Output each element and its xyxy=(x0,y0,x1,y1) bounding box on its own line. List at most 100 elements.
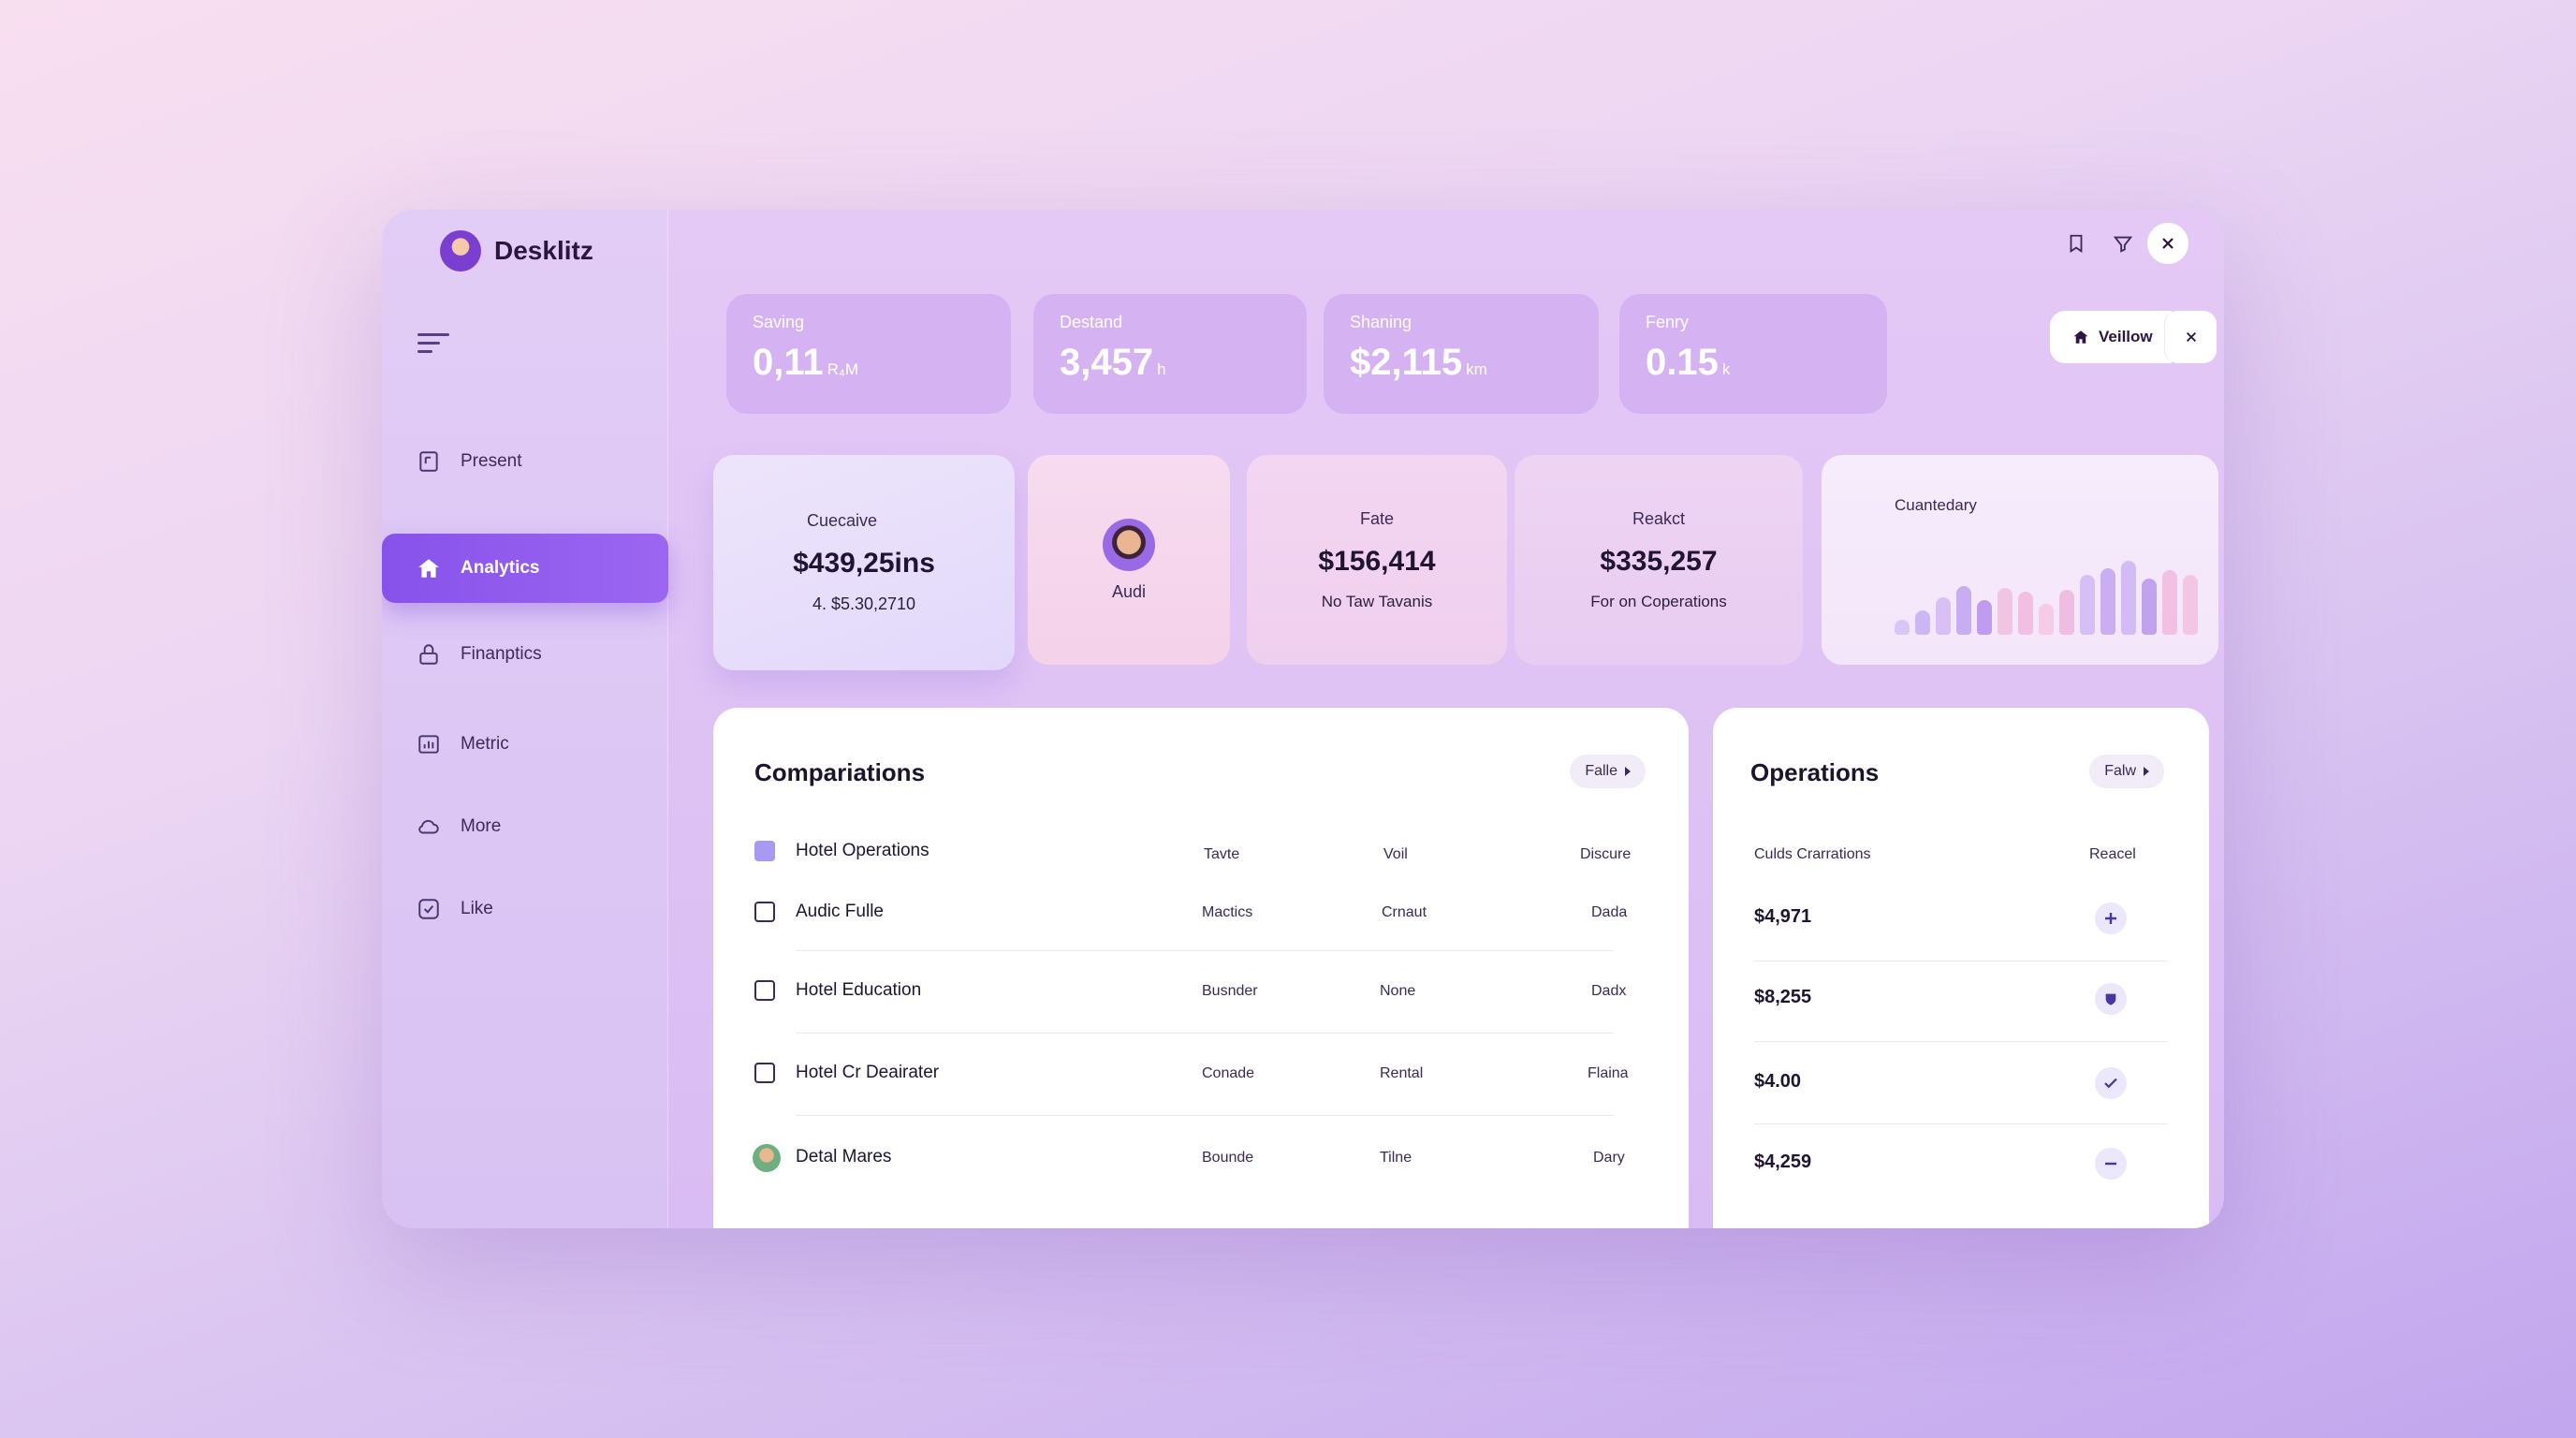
row-checkbox[interactable] xyxy=(754,841,775,861)
operation-value: $4,259 xyxy=(1754,1152,1812,1172)
row-cell: Dadx xyxy=(1591,983,1627,999)
close-window-button[interactable] xyxy=(2147,223,2188,264)
card-audi[interactable]: Audi xyxy=(1028,455,1230,665)
filter-icon[interactable] xyxy=(2102,223,2144,264)
sidebar-item-present[interactable]: Present xyxy=(382,427,668,496)
plus-icon xyxy=(2105,913,2116,924)
check-icon xyxy=(416,896,442,922)
row-name: Hotel Education xyxy=(796,980,922,1000)
main-content: Saving 0,11 R₄M Destand 3,457 h Shaning $2… xyxy=(668,210,2224,1228)
chart-bar xyxy=(2018,592,2033,635)
sidebar: Desklitz Present Analytics Finanptics xyxy=(382,210,668,1228)
card-cuecaive[interactable]: Cuecaive $439,25ins 4. $5.30,2710 xyxy=(713,455,1015,670)
card-fate[interactable]: Fate $156,414 No Taw Tavanis xyxy=(1247,455,1507,665)
sidebar-item-label: Analytics xyxy=(461,558,540,578)
chart-bar xyxy=(2183,575,2198,635)
operation-value: $8,255 xyxy=(1754,987,1812,1007)
chart-bar xyxy=(2059,590,2074,635)
chart-bar xyxy=(1956,586,1971,635)
brand-logo xyxy=(440,230,481,271)
row-cell: Conade xyxy=(1202,1065,1255,1081)
chart-icon xyxy=(416,731,442,757)
card-reakct[interactable]: Reakct $335,257 For on Coperations xyxy=(1515,455,1803,665)
row-cell: Dary xyxy=(1593,1150,1625,1166)
chart-bar xyxy=(2121,561,2136,635)
sidebar-item-finanptics[interactable]: Finanptics xyxy=(382,620,668,689)
chart-bar xyxy=(1936,597,1951,635)
chart-bar xyxy=(1895,620,1910,635)
brand-name: Desklitz xyxy=(494,236,593,265)
column-header[interactable]: Tavte xyxy=(1204,846,1240,862)
caret-right-icon xyxy=(2144,767,2149,776)
column-header[interactable]: Voil xyxy=(1383,846,1408,862)
home-icon xyxy=(2073,330,2088,344)
chart-bar xyxy=(1977,600,1992,635)
sidebar-item-like[interactable]: Like xyxy=(382,874,668,944)
shield-icon xyxy=(2105,993,2116,1005)
row-cell: Bounde xyxy=(1202,1150,1254,1166)
card-cuantedary[interactable]: Cuantedary xyxy=(1822,455,2218,665)
comparisons-filter-button[interactable]: Falle xyxy=(1570,755,1646,788)
row-cell: Flaina xyxy=(1588,1065,1629,1081)
bookmark-icon[interactable] xyxy=(2056,223,2097,264)
row-cell: Busnder xyxy=(1202,983,1258,999)
avatar xyxy=(753,1144,781,1172)
row-checkbox[interactable] xyxy=(754,902,775,922)
sidebar-item-label: More xyxy=(461,816,502,836)
close-icon xyxy=(2186,331,2196,343)
brand[interactable]: Desklitz xyxy=(440,230,593,271)
check-button[interactable] xyxy=(2095,1067,2127,1099)
row-divider xyxy=(796,1033,1614,1034)
cloud-icon xyxy=(416,814,442,840)
stat-destand: Destand 3,457 h xyxy=(1033,294,1307,414)
row-name: Detal Mares xyxy=(796,1147,892,1167)
row-cell: Tilne xyxy=(1380,1150,1412,1166)
row-cell: Crnaut xyxy=(1382,904,1427,920)
check-icon xyxy=(2104,1078,2117,1089)
row-checkbox[interactable] xyxy=(754,980,775,1001)
sidebar-item-analytics[interactable]: Analytics xyxy=(382,534,668,603)
operations-panel: Operations Falw Culds Crarrations Reacel… xyxy=(1713,708,2209,1228)
sidebar-item-label: Like xyxy=(461,899,493,918)
operation-value: $4.00 xyxy=(1754,1071,1802,1092)
plus-button[interactable] xyxy=(2095,902,2127,934)
sidebar-item-label: Finanptics xyxy=(461,644,542,664)
stat-shaning: Shaning $2,115 km xyxy=(1324,294,1599,414)
stat-fenry: Fenry 0.15 k xyxy=(1619,294,1887,414)
row-divider xyxy=(1754,1041,2168,1042)
chart-bar xyxy=(2162,570,2177,635)
chip-close-button[interactable] xyxy=(2164,311,2217,363)
column-header[interactable]: Culds Crarrations xyxy=(1754,846,1871,862)
sidebar-item-more[interactable]: More xyxy=(382,792,668,861)
menu-icon[interactable] xyxy=(417,333,449,358)
operations-filter-button[interactable]: Falw xyxy=(2089,755,2164,788)
chart-bar xyxy=(2039,604,2054,635)
veillow-chip[interactable]: Veillow xyxy=(2050,311,2172,363)
cuantedary-bar-chart xyxy=(1895,537,2198,635)
chip-label: Veillow xyxy=(2099,328,2153,345)
column-header[interactable]: Discure xyxy=(1580,846,1632,862)
operation-value: $4,971 xyxy=(1754,906,1812,927)
column-header[interactable]: Reacel xyxy=(2089,846,2136,862)
minus-button[interactable] xyxy=(2095,1148,2127,1180)
row-name: Hotel Cr Deairater xyxy=(796,1063,940,1082)
row-divider xyxy=(1754,1123,2168,1124)
shield-button[interactable] xyxy=(2095,983,2127,1015)
avatar xyxy=(1103,518,1155,571)
sidebar-item-metric[interactable]: Metric xyxy=(382,710,668,779)
comparisons-panel: Compariations Falle Tavte Voil Discure H… xyxy=(713,708,1689,1228)
chart-bar xyxy=(1915,610,1930,635)
app-window: Desklitz Present Analytics Finanptics xyxy=(382,210,2224,1228)
row-name: Audic Fulle xyxy=(796,902,884,921)
row-cell: Dada xyxy=(1591,904,1628,920)
sidebar-item-label: Present xyxy=(461,451,522,471)
row-divider xyxy=(796,950,1614,951)
sidebar-item-label: Metric xyxy=(461,734,509,754)
row-name: Hotel Operations xyxy=(796,841,929,860)
chart-bar xyxy=(2100,568,2115,635)
stat-saving: Saving 0,11 R₄M xyxy=(726,294,1011,414)
lock-icon xyxy=(416,641,442,668)
row-checkbox[interactable] xyxy=(754,1063,775,1083)
row-divider xyxy=(796,1115,1614,1116)
minus-icon xyxy=(2105,1162,2116,1166)
